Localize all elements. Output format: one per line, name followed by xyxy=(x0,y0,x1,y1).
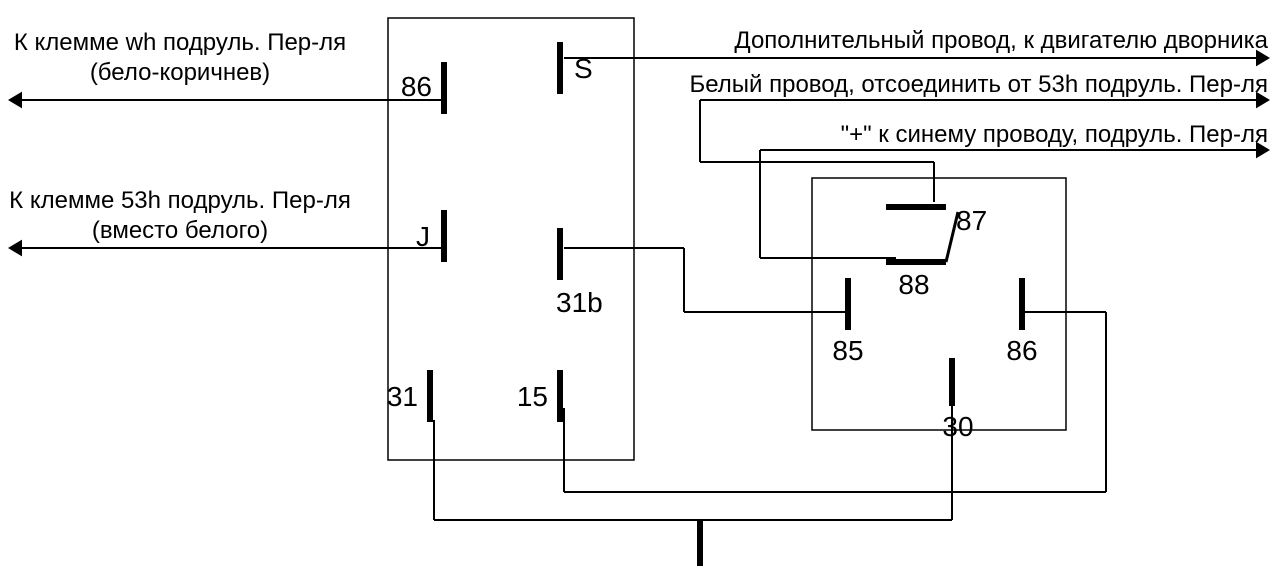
relay2-switch-arm xyxy=(946,212,958,262)
annot-left1a: К клемме wh подруль. Пер-ля xyxy=(14,29,346,56)
arrow-left-86 xyxy=(8,92,22,109)
annot-right1: Дополнительный провод, к двигателю дворн… xyxy=(734,27,1268,54)
relay1-label-86: 86 xyxy=(401,71,432,102)
relay1-label-31: 31 xyxy=(387,381,418,412)
relay1-label-15: 15 xyxy=(517,381,548,412)
relay2-label-85: 85 xyxy=(832,335,863,366)
relay2-label-87: 87 xyxy=(956,205,987,236)
annot-right3: "+" к синему проводу, подруль. Пер-ля xyxy=(841,121,1268,148)
relay1-label-31b: 31b xyxy=(556,287,603,318)
annot-left1b: (бело-коричнев) xyxy=(90,59,270,86)
relay2-label-88: 88 xyxy=(898,269,929,300)
annot-left2a: К клемме 53h подруль. Пер-ля xyxy=(9,187,351,214)
relay2-label-30: 30 xyxy=(942,411,973,442)
arrow-left-j xyxy=(8,240,22,257)
relay2-label-86: 86 xyxy=(1006,335,1037,366)
annot-right2: Белый провод, отсоединить от 53h подруль… xyxy=(689,71,1268,98)
annot-left2b: (вместо белого) xyxy=(92,217,268,244)
